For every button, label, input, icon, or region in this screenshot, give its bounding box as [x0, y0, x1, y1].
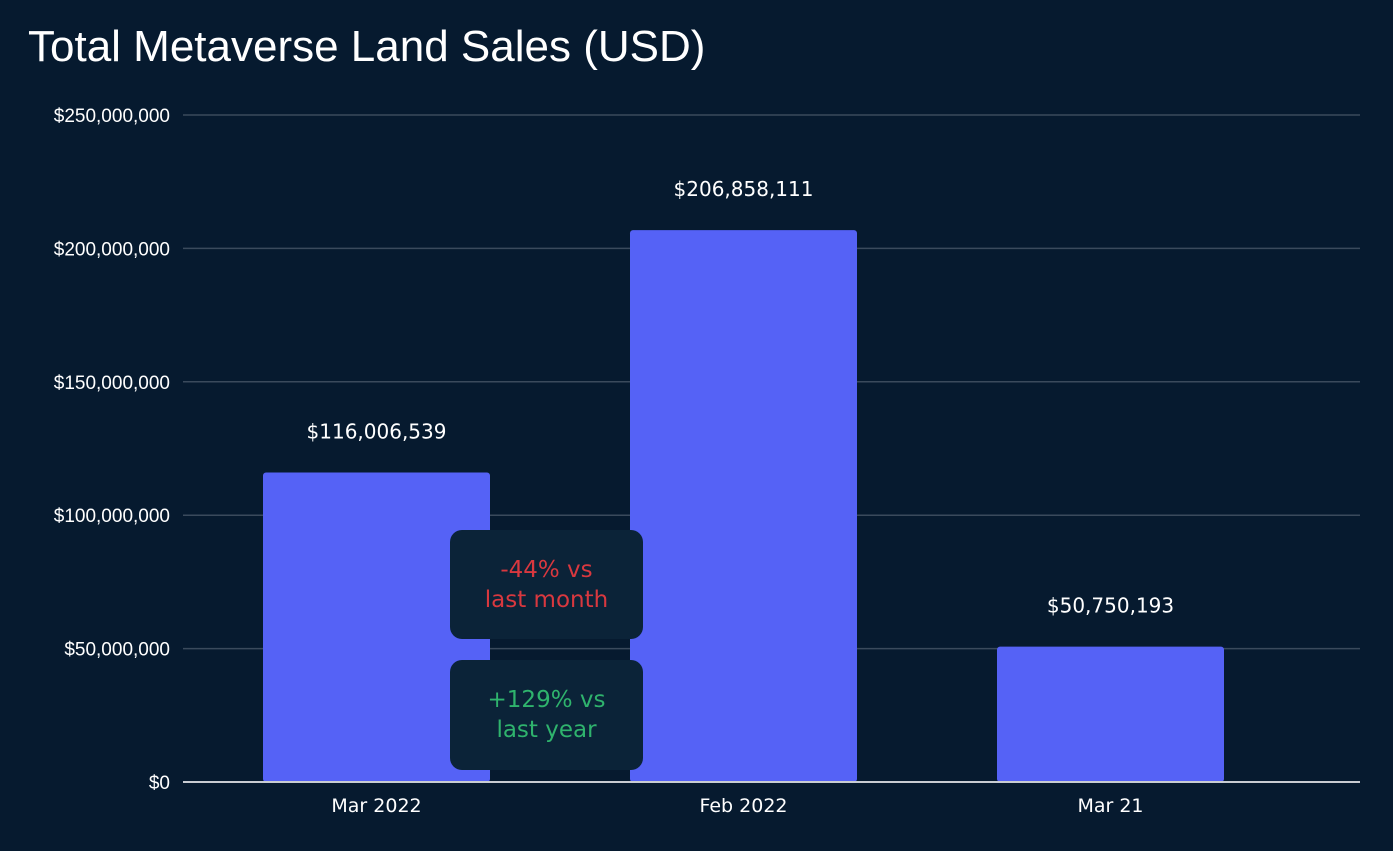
chart-title: Total Metaverse Land Sales (USD) [28, 22, 706, 71]
callout-line: +129% vs [487, 687, 606, 713]
y-tick-label: $250,000,000 [54, 106, 170, 127]
x-tick-label: Feb 2022 [699, 795, 787, 817]
callout-line: -44% vs [500, 556, 593, 583]
data-label: $50,750,193 [1047, 594, 1174, 618]
data-label: $116,006,539 [307, 419, 447, 443]
y-tick-label: $200,000,000 [54, 239, 170, 260]
y-tick-label: $150,000,000 [54, 373, 170, 394]
callout-line: last year [496, 717, 597, 743]
x-tick-label: Mar 2022 [331, 795, 421, 817]
y-tick-label: $50,000,000 [64, 640, 170, 661]
y-tick-label: $0 [149, 773, 170, 794]
bar [263, 472, 490, 782]
callout-vs-last-month: -44% vs last month [450, 530, 643, 639]
bar [997, 646, 1224, 782]
y-tick-label: $100,000,000 [54, 506, 170, 527]
callout-vs-last-year: +129% vs last year [450, 660, 643, 770]
x-tick-label: Mar 21 [1077, 795, 1143, 817]
bar [630, 230, 857, 783]
callout-line: last month [484, 586, 609, 613]
data-label: $206,858,111 [674, 177, 814, 201]
